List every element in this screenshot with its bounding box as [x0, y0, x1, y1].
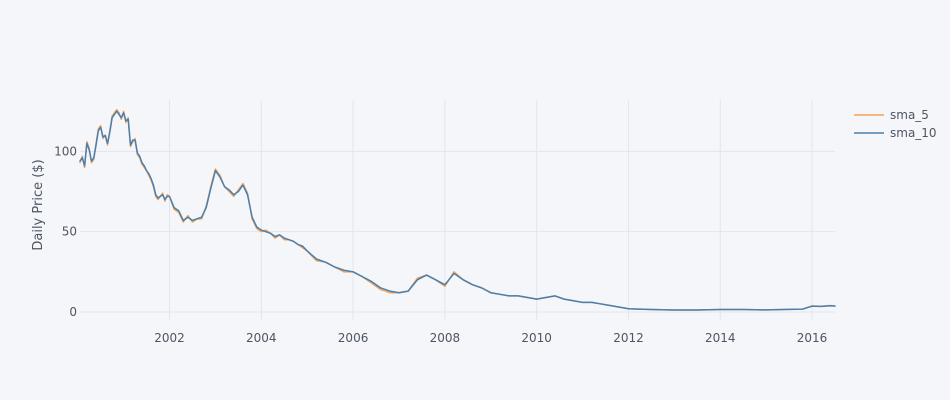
- x-axis-ticks: 2002 2004 2006 2008 2010 2012 2014 2016: [154, 331, 827, 345]
- legend-item-sma-10[interactable]: sma_10: [854, 126, 937, 140]
- x-tick-label: 2002: [154, 331, 185, 345]
- y-axis-ticks: 0 50 100: [54, 144, 77, 319]
- series-group: [79, 108, 836, 311]
- y-tick-label: 50: [62, 225, 77, 239]
- legend[interactable]: sma_5 sma_10: [854, 108, 937, 140]
- y-axis-title: Daily Price ($): [31, 159, 46, 250]
- y-tick-label: 100: [54, 144, 77, 158]
- legend-item-sma-5[interactable]: sma_5: [854, 108, 929, 122]
- x-tick-label: 2016: [797, 331, 828, 345]
- x-tick-label: 2004: [246, 331, 277, 345]
- series-line-sma-10[interactable]: [79, 110, 836, 311]
- x-tick-label: 2008: [430, 331, 461, 345]
- series-line-sma-5[interactable]: [79, 108, 836, 311]
- legend-label: sma_5: [890, 108, 929, 122]
- x-tick-label: 2014: [705, 331, 736, 345]
- x-tick-label: 2010: [521, 331, 552, 345]
- legend-label: sma_10: [890, 126, 937, 140]
- grid: [80, 100, 835, 320]
- y-tick-label: 0: [69, 305, 77, 319]
- x-tick-label: 2012: [613, 331, 644, 345]
- x-tick-label: 2006: [338, 331, 369, 345]
